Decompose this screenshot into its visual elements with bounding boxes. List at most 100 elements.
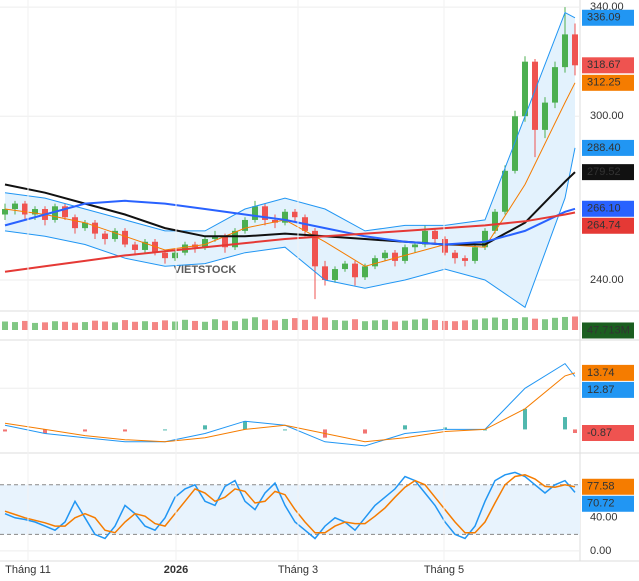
volume-bar [322, 317, 328, 330]
candle-body [262, 206, 268, 220]
volume-bar [252, 317, 258, 330]
candle-body [522, 61, 528, 117]
candle-body [272, 219, 278, 223]
candle-body [342, 263, 348, 270]
candle-body [422, 230, 428, 245]
volume-bar [42, 322, 48, 330]
candle-body [32, 209, 38, 215]
candle-body [142, 241, 148, 250]
x-tick-label: Tháng 11 [5, 564, 51, 576]
candle-body [92, 222, 98, 234]
volume-bar [342, 320, 348, 330]
macd-line [4, 372, 576, 443]
indicator-line [4, 11, 576, 232]
volume-bar [152, 322, 158, 330]
volume-bar [522, 317, 528, 330]
candle-body [572, 34, 578, 66]
histogram-bar [283, 429, 287, 431]
volume-bar [452, 321, 458, 330]
volume-bar [302, 319, 308, 330]
volume-bar [432, 320, 438, 330]
candle-body [62, 206, 68, 218]
level-band [0, 484, 580, 535]
candle-body [552, 67, 558, 103]
value-label: 279.52 [587, 166, 621, 178]
candle-body [202, 239, 208, 248]
value-label-box [582, 425, 634, 442]
stochastic-line [4, 474, 576, 534]
y-tick-label: 240.00 [590, 274, 624, 286]
volume-bar [92, 320, 98, 330]
volume-bar [552, 317, 558, 330]
value-label: 318.67 [587, 59, 621, 71]
candle-body [502, 170, 508, 212]
candle-body [542, 102, 548, 130]
candle-body [292, 211, 298, 218]
histogram-bar [363, 429, 367, 434]
value-label-box [582, 478, 634, 495]
volume-bar [442, 320, 448, 330]
candle-body [372, 258, 378, 267]
value-label-box [582, 57, 634, 74]
volume-bar [72, 322, 78, 330]
volume-bar [352, 319, 358, 330]
histogram-bar [403, 425, 407, 430]
macd-line [4, 362, 576, 447]
candle-body [402, 247, 408, 261]
candle-body [412, 244, 418, 248]
value-label: 12.87 [587, 384, 615, 396]
volume-bar [122, 320, 128, 330]
candle-body [82, 222, 88, 229]
volume-bar [132, 321, 138, 330]
candle-body [52, 206, 58, 220]
candle-body [482, 230, 488, 248]
value-label-box [582, 200, 634, 217]
candle-body [392, 252, 398, 261]
volume-bar [292, 318, 298, 330]
value-label: 47.713M [587, 324, 630, 336]
x-tick-label: Tháng 5 [424, 564, 464, 576]
histogram-bar [123, 429, 127, 432]
candle-body [322, 266, 328, 280]
candle-body [462, 258, 468, 261]
indicator-line [4, 211, 576, 273]
candle-body [172, 252, 178, 259]
volume-bar [172, 321, 178, 330]
volume-bar [382, 319, 388, 330]
volume-bar [102, 321, 108, 330]
candle-body [492, 211, 498, 231]
value-label: 312.25 [587, 77, 621, 89]
indicator-line [4, 82, 576, 267]
histogram-bar [243, 421, 247, 430]
value-label-box [582, 322, 634, 339]
volume-bar [542, 319, 548, 330]
volume-bar [52, 321, 58, 330]
volume-bar [192, 320, 198, 330]
volume-bar [492, 317, 498, 330]
volume-bar [572, 316, 578, 330]
volume-bar [162, 320, 168, 330]
indicator-line [4, 147, 576, 309]
watermark: VIETSTOCK [174, 264, 237, 276]
volume-bar [392, 321, 398, 330]
volume-bar [332, 320, 338, 330]
candle-body [162, 252, 168, 259]
volume-bar [182, 319, 188, 330]
histogram-bar [573, 429, 577, 434]
candle-body [12, 203, 18, 210]
stochastic-line [4, 471, 576, 540]
candle-body [472, 247, 478, 261]
volume-bar [402, 320, 408, 330]
volume-bar [422, 318, 428, 330]
value-label-box [582, 139, 634, 156]
candle-body [222, 236, 228, 248]
value-label-box [582, 164, 634, 181]
volume-bar [22, 320, 28, 330]
candle-body [382, 252, 388, 259]
volume-bar [242, 318, 248, 330]
candle-body [282, 211, 288, 223]
volume-bar [482, 318, 488, 330]
volume-bar [502, 318, 508, 330]
candle-body [432, 230, 438, 240]
